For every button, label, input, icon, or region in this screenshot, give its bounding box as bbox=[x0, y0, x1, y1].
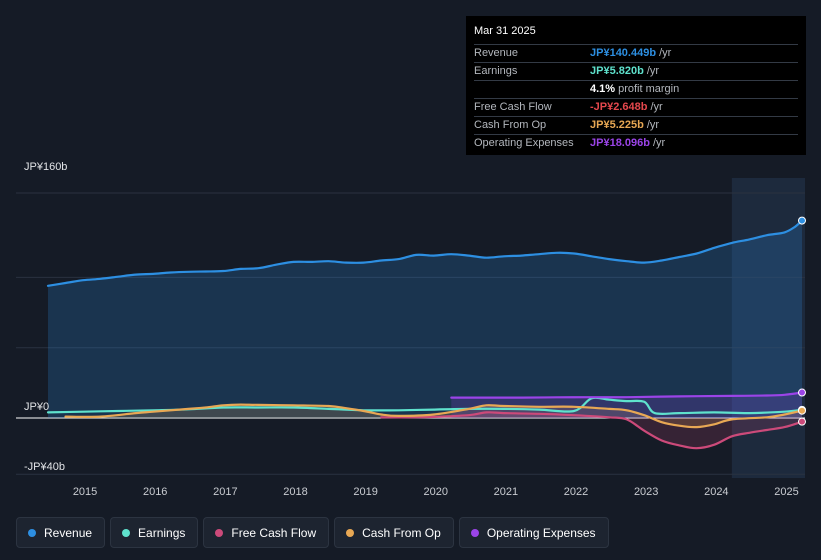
legend-label: Revenue bbox=[44, 525, 93, 540]
tooltip-date: Mar 31 2025 bbox=[474, 22, 798, 45]
y-tick-label-bottom: -JP¥40b bbox=[24, 461, 65, 473]
tooltip: Mar 31 2025 Revenue JP¥140.449b /yr Earn… bbox=[466, 16, 806, 155]
tooltip-row-earnings: Earnings JP¥5.820b /yr bbox=[474, 63, 798, 81]
tooltip-row-revenue: Revenue JP¥140.449b /yr bbox=[474, 45, 798, 63]
legend-label: Free Cash Flow bbox=[231, 525, 317, 540]
legend-label: Operating Expenses bbox=[486, 525, 596, 540]
legend-dot-icon bbox=[215, 528, 224, 537]
tooltip-label: Revenue bbox=[474, 47, 519, 59]
fcf-line bbox=[380, 411, 804, 450]
x-tick-label: 2018 bbox=[283, 486, 307, 498]
tooltip-value: JP¥140.449b bbox=[590, 47, 657, 59]
x-tick-label: 2025 bbox=[774, 486, 798, 498]
fcf-area bbox=[381, 412, 802, 449]
legend: Revenue Earnings Free Cash Flow Cash Fro… bbox=[16, 517, 609, 548]
legend-item-operating-expenses[interactable]: Operating Expenses bbox=[458, 517, 609, 548]
opex-endpoint bbox=[798, 388, 806, 397]
tooltip-unit: /yr bbox=[659, 47, 672, 59]
tooltip-label bbox=[474, 81, 590, 98]
revenue-area bbox=[48, 220, 802, 418]
tooltip-value: 4.1% bbox=[590, 83, 616, 95]
cfo-line bbox=[64, 403, 804, 429]
legend-dot-icon bbox=[122, 528, 131, 537]
y-tick-label-zero: JP¥0 bbox=[24, 401, 49, 413]
tooltip-row-opex: Operating Expenses JP¥18.096b /yr bbox=[474, 135, 798, 152]
legend-label: Earnings bbox=[138, 525, 186, 540]
tooltip-value: -JP¥2.648b bbox=[590, 101, 648, 113]
x-tick-label: 2023 bbox=[634, 486, 658, 498]
legend-item-cash-from-op[interactable]: Cash From Op bbox=[334, 517, 454, 548]
legend-item-revenue[interactable]: Revenue bbox=[16, 517, 106, 548]
tooltip-label: Cash From Op bbox=[474, 119, 547, 131]
legend-item-free-cash-flow[interactable]: Free Cash Flow bbox=[203, 517, 330, 548]
x-tick-label: 2019 bbox=[353, 486, 377, 498]
tooltip-label: Operating Expenses bbox=[474, 137, 574, 149]
tooltip-label: Earnings bbox=[474, 65, 518, 77]
fcf-endpoint bbox=[798, 417, 806, 426]
x-tick-label: 2017 bbox=[213, 486, 237, 498]
x-tick-label: 2016 bbox=[143, 486, 167, 498]
x-tick-label: 2022 bbox=[564, 486, 588, 498]
tooltip-unit: /yr bbox=[646, 119, 660, 131]
revenue-line bbox=[46, 219, 804, 287]
legend-dot-icon bbox=[28, 528, 36, 537]
tooltip-row-margin: 4.1% profit margin bbox=[474, 81, 798, 99]
cfo-endpoint bbox=[798, 406, 806, 415]
x-tick-label: 2020 bbox=[424, 486, 448, 498]
tooltip-label: Free Cash Flow bbox=[474, 101, 552, 113]
tooltip-unit: profit margin bbox=[618, 83, 680, 95]
tooltip-value: JP¥5.225b bbox=[590, 119, 644, 131]
tooltip-value: JP¥5.820b bbox=[590, 65, 644, 77]
chart-area: JP¥160b JP¥0 -JP¥40b 2015 2016 2017 2018 201… bbox=[16, 161, 806, 498]
x-tick-label: 2024 bbox=[704, 486, 728, 498]
x-tick-label: 2021 bbox=[494, 486, 518, 498]
tooltip-row-fcf: Free Cash Flow -JP¥2.648b /yr bbox=[474, 99, 798, 117]
tooltip-unit: /yr bbox=[650, 101, 663, 113]
legend-item-earnings[interactable]: Earnings bbox=[110, 517, 199, 548]
y-tick-label-top: JP¥160b bbox=[24, 161, 67, 173]
tooltip-unit: /yr bbox=[652, 137, 666, 149]
revenue-endpoint bbox=[798, 216, 806, 225]
legend-label: Cash From Op bbox=[362, 525, 441, 540]
legend-dot-icon bbox=[346, 528, 355, 537]
opex-line bbox=[450, 391, 804, 399]
legend-dot-icon bbox=[470, 528, 479, 537]
x-tick-label: 2015 bbox=[73, 486, 97, 498]
tooltip-row-cfo: Cash From Op JP¥5.225b /yr bbox=[474, 117, 798, 135]
tooltip-unit: /yr bbox=[646, 65, 660, 77]
tooltip-value: JP¥18.096b bbox=[590, 137, 650, 149]
